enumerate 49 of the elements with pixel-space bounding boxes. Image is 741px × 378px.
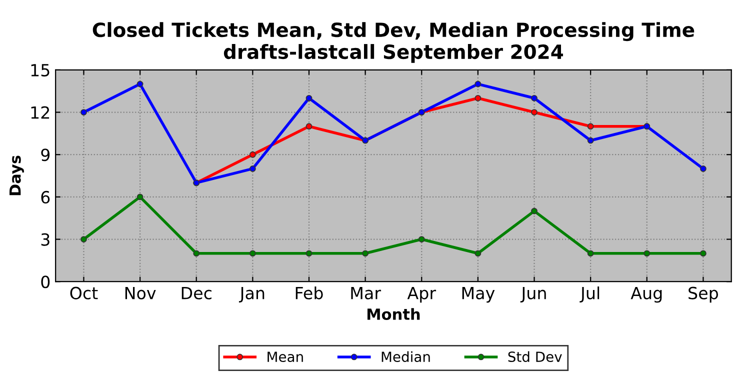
point — [587, 250, 594, 257]
point — [700, 250, 706, 257]
point — [587, 137, 594, 144]
legend-label: Std Dev — [508, 351, 562, 362]
point — [474, 94, 482, 102]
x-axis-title: Month — [368, 308, 420, 320]
y-tick-label: 3 — [41, 233, 50, 246]
point — [306, 123, 312, 130]
point — [193, 250, 200, 257]
y-tick-label: 15 — [31, 64, 50, 76]
x-tick-label: Aug — [630, 286, 662, 303]
x-tick-label: Oct — [70, 286, 98, 300]
point — [474, 80, 482, 88]
x-tick-label: Nov — [125, 286, 156, 300]
point — [136, 80, 144, 88]
point — [531, 208, 538, 214]
x-tick-label: Jan — [238, 286, 264, 302]
x-tick-label: May — [462, 286, 495, 303]
point — [644, 250, 650, 257]
point — [700, 166, 706, 172]
point — [418, 236, 425, 242]
point — [249, 250, 256, 257]
point — [474, 250, 482, 257]
chart-title: Closed Tickets Mean, Std Dev, Median Processing Time drafts-lastcall September 2024 — [92, 22, 694, 63]
point — [587, 123, 594, 130]
point — [531, 94, 538, 102]
point — [249, 166, 256, 172]
point — [306, 94, 312, 102]
point — [136, 194, 144, 200]
x-tick-label: Sep — [688, 286, 718, 303]
y-tick-label: 12 — [31, 106, 50, 119]
x-tick-label: Feb — [296, 286, 323, 300]
point — [80, 109, 87, 116]
y-tick-label: 6 — [41, 190, 50, 204]
x-tick-label: Apr — [407, 286, 436, 303]
x-tick-label: Jul — [580, 286, 600, 302]
point — [249, 151, 256, 158]
legend-label: Mean — [268, 352, 303, 362]
x-tick-label: Dec — [182, 286, 212, 300]
y-tick-label: 0 — [41, 276, 50, 288]
point — [531, 109, 538, 116]
x-tick-label: Jun — [520, 286, 546, 302]
y-axis-title: Days — [10, 156, 24, 196]
point — [306, 250, 312, 257]
point — [362, 250, 369, 257]
point — [80, 236, 87, 242]
legend-label: Median — [382, 351, 430, 362]
x-tick-label: Mar — [351, 286, 382, 300]
y-tick-label: 9 — [41, 148, 50, 162]
